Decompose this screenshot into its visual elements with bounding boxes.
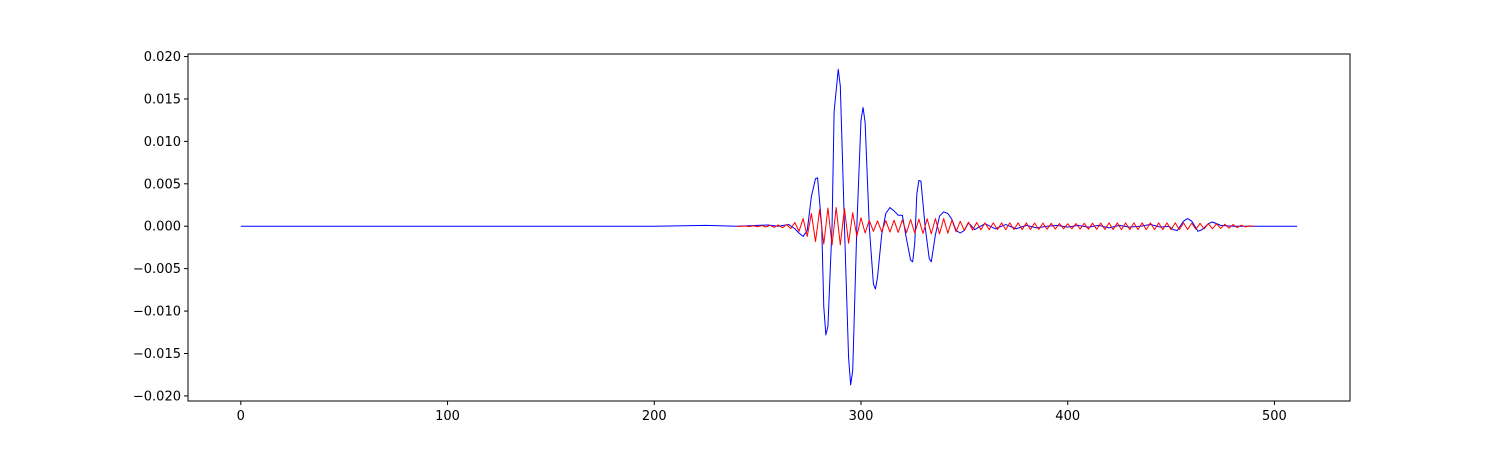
x-tick-label: 200 [642,409,667,424]
y-tick-label: −0.015 [133,347,181,362]
x-tick-label: 100 [435,409,460,424]
y-tick-label: 0.020 [144,50,181,65]
y-tick-label: −0.020 [133,389,181,404]
series-line-blue [240,68,1298,386]
y-tick-label: 0.015 [144,92,181,107]
x-tick-label: 500 [1262,409,1287,424]
plot-frame [187,53,1351,402]
y-tick-label: −0.005 [133,262,181,277]
series-line-red [736,207,1254,246]
x-tick-label: 300 [849,409,874,424]
x-tick-label: 400 [1055,409,1080,424]
series-layer [240,68,1298,386]
y-tick-label: 0.005 [144,177,181,192]
axis-layer: 0 100 200 300 400 500 0.020 0.015 0.010 0.005 0.00… [133,50,1287,424]
y-tick-label: −0.010 [133,305,181,320]
y-tick-label: 0.000 [144,220,181,235]
x-tick-label: 0 [237,409,245,424]
y-tick-label: 0.010 [144,135,181,150]
